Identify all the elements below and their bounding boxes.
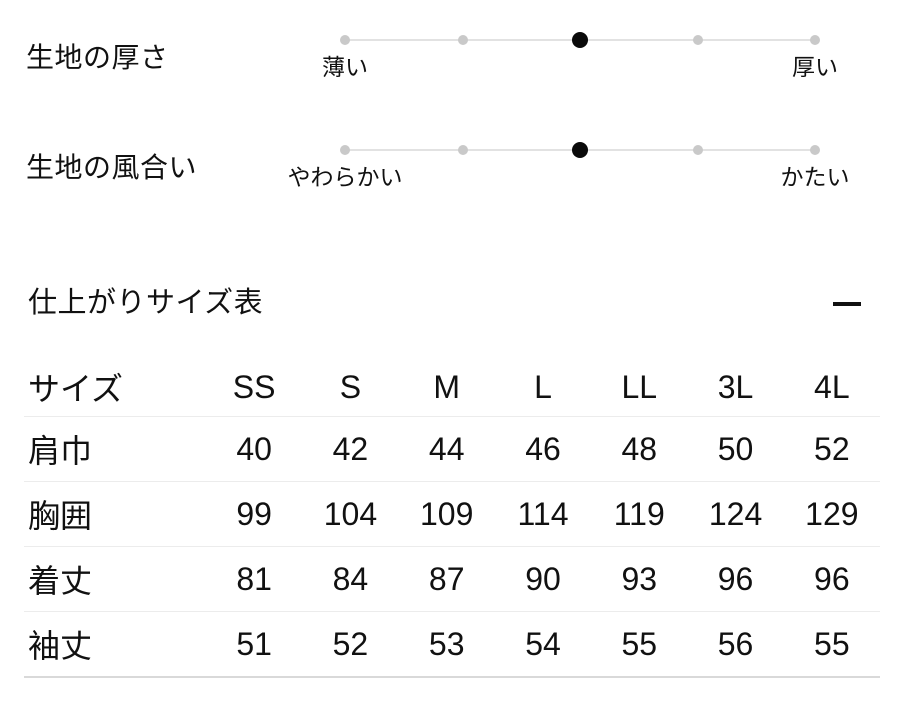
size-table-row: 着丈 81 84 87 90 93 96 96 <box>24 546 880 612</box>
measurement-label: 胸囲 <box>24 481 206 547</box>
size-value-cell: 124 <box>687 481 784 547</box>
scale-dot <box>692 35 703 45</box>
size-value-cell: 55 <box>783 611 880 678</box>
scale-dot <box>457 145 468 155</box>
size-column-header: L <box>494 358 592 417</box>
size-value-cell: 119 <box>591 481 688 547</box>
size-value-cell: 109 <box>398 481 495 547</box>
size-column-header: 3L <box>687 358 784 417</box>
size-column-header: M <box>398 358 495 417</box>
size-value-cell: 84 <box>302 546 399 612</box>
size-table-title: 仕上がりサイズ表 <box>28 287 264 319</box>
size-value-cell: 129 <box>783 481 880 547</box>
measurement-label: 肩巾 <box>24 416 206 482</box>
size-table: サイズ SS S M L LL 3L 4L 肩巾 40 42 44 46 48 50 52 胸囲 99 104 10… <box>24 358 880 678</box>
scale-min-label: 薄い <box>322 54 368 80</box>
size-value-cell: 55 <box>591 611 688 678</box>
size-value-cell: 48 <box>591 416 688 482</box>
collapse-size-table-button[interactable] <box>826 290 868 318</box>
scale-dot <box>692 145 703 155</box>
size-value-cell: 56 <box>687 611 784 678</box>
size-value-cell: 40 <box>206 416 303 482</box>
size-value-cell: 52 <box>302 611 399 678</box>
size-value-cell: 52 <box>783 416 880 482</box>
scale-dot-active <box>572 142 588 158</box>
scale-dot <box>457 35 468 45</box>
size-value-cell: 46 <box>494 416 592 482</box>
size-table-row: 肩巾 40 42 44 46 48 50 52 <box>24 416 880 482</box>
size-value-cell: 54 <box>494 611 592 678</box>
size-column-header: 4L <box>783 358 880 417</box>
size-value-cell: 96 <box>687 546 784 612</box>
scale-dot <box>810 35 820 45</box>
size-column-header: S <box>302 358 399 417</box>
size-value-cell: 90 <box>494 546 592 612</box>
minus-icon <box>833 302 861 306</box>
fabric-thickness-label: 生地の厚さ <box>26 42 169 73</box>
size-value-cell: 104 <box>302 481 399 547</box>
size-value-cell: 51 <box>206 611 303 678</box>
size-value-cell: 81 <box>206 546 303 612</box>
scale-max-label: 厚い <box>792 54 838 80</box>
scale-min-label: やわらかい <box>287 164 403 190</box>
size-value-cell: 93 <box>591 546 688 612</box>
size-value-cell: 50 <box>687 416 784 482</box>
size-value-cell: 42 <box>302 416 399 482</box>
size-table-row: 胸囲 99 104 109 114 119 124 129 <box>24 481 880 547</box>
size-label-column-header: サイズ <box>24 358 206 417</box>
scale-dot <box>340 35 350 45</box>
fabric-texture-label: 生地の風合い <box>26 152 198 183</box>
size-value-cell: 87 <box>398 546 495 612</box>
size-table-row: 袖丈 51 52 53 54 55 56 55 <box>24 611 880 678</box>
size-value-cell: 53 <box>398 611 495 678</box>
size-value-cell: 44 <box>398 416 495 482</box>
size-value-cell: 96 <box>783 546 880 612</box>
scale-dot <box>340 145 350 155</box>
measurement-label: 着丈 <box>24 546 206 612</box>
size-column-header: SS <box>206 358 303 417</box>
scale-dot <box>810 145 820 155</box>
size-value-cell: 99 <box>206 481 303 547</box>
scale-dot-active <box>572 32 588 48</box>
size-table-body: 肩巾 40 42 44 46 48 50 52 胸囲 99 104 109 114 119 124 129 着丈… <box>24 416 880 678</box>
size-table-header-row: サイズ SS S M L LL 3L 4L <box>24 358 880 417</box>
measurement-label: 袖丈 <box>24 611 206 678</box>
scale-max-label: かたい <box>780 164 850 190</box>
size-column-header: LL <box>591 358 688 417</box>
size-value-cell: 114 <box>494 481 592 547</box>
